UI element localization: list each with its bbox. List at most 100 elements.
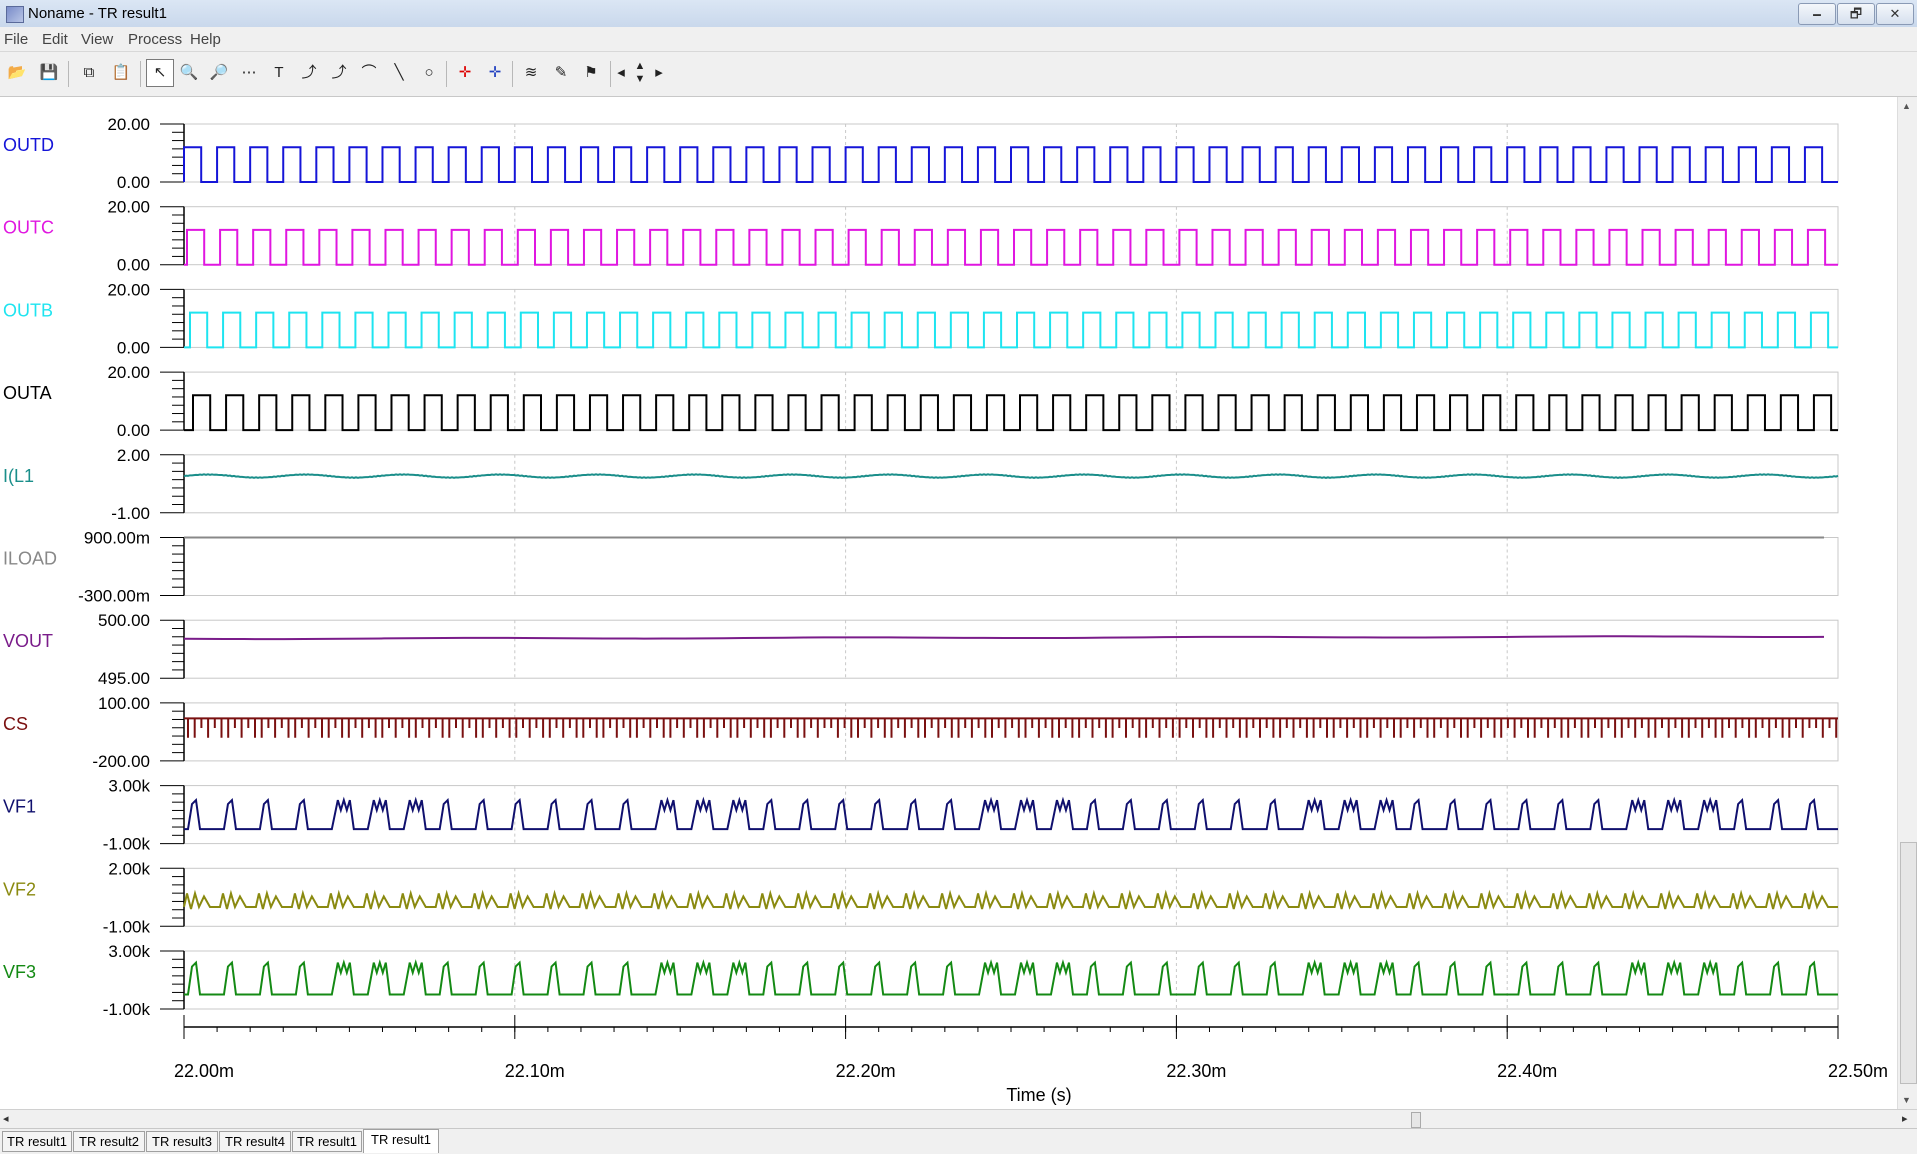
toolbar: 📂 💾 ⧉ 📋 ↖ 🔍 🔎 ⋯ T ⤴ ⤴ ⌒ ╲ ○ ✛ ✛ ≋ ✎ ⚑ ◂ … [0,52,1917,97]
y-tick-label-min: -200.00 [92,752,150,771]
copy-icon[interactable]: ⧉ [83,64,95,81]
tab-tr-result3[interactable]: TR result3 [146,1131,218,1152]
y-tick-label-min: -1.00 [111,504,150,523]
tab-tr-result2[interactable]: TR result2 [73,1131,145,1152]
minimize-button[interactable]: 🗕 [1798,3,1836,25]
horizontal-scroll-thumb[interactable] [1411,1112,1421,1128]
x-tick-label: 22.30m [1166,1061,1226,1081]
series-line [184,228,1838,266]
vertical-scroll-thumb[interactable] [1900,842,1917,1084]
curve-edit-icon[interactable]: ✎ [554,64,568,81]
panel-frame [183,619,1839,679]
series-label: VF2 [3,879,36,899]
zoom-extent-icon[interactable]: 🔎 [209,64,229,81]
marker-red-icon[interactable]: ✛ [458,64,472,81]
horizontal-scrollbar[interactable]: ◂ ▸ [0,1109,1917,1129]
y-tick-label-max: 20.00 [107,198,150,217]
curve-add-icon[interactable]: ≋ [524,64,538,81]
y-tick-label-min: -1.00k [103,835,151,854]
toolbar-separator [610,61,611,87]
tab-tr-result1[interactable]: TR result1 [2,1131,72,1152]
y-tick-label-min: 495.00 [98,669,150,688]
pan-right-icon[interactable]: ▸ [655,64,663,81]
tab-tr-result1-active[interactable]: TR result1 [363,1129,439,1153]
y-tick-label-min: 0.00 [117,338,150,357]
tab-tr-result4[interactable]: TR result4 [219,1131,291,1152]
x-tick-label: 22.00m [174,1061,234,1081]
y-tick-label-min: 0.00 [117,421,150,440]
y-tick-label-max: 3.00k [108,942,150,961]
series-label: OUTB [3,300,53,320]
menu-bar: File Edit View Process Help [0,27,1917,52]
restore-button[interactable]: 🗗 [1837,3,1875,25]
slope-icon[interactable]: ⌒ [361,64,377,81]
waveform-chart[interactable]: 20.00 0.00 OUTD 20.00 0.00 OUTC 20.00 0.00 OUTB 2… [0,97,1897,1109]
y-tick-label-max: 20.00 [107,115,150,134]
y-tick-label-max: 20.00 [107,363,150,382]
menu-edit[interactable]: Edit [42,31,68,48]
series-label: ILOAD [3,549,57,569]
panel-frame [183,537,1839,596]
toolbar-separator [446,61,447,87]
series-label: OUTD [3,135,54,155]
series-label: CS [3,714,28,734]
menu-view[interactable]: View [81,31,114,48]
vertical-scrollbar[interactable]: ▲ ▼ [1897,97,1917,1109]
series-line [183,473,1839,479]
menu-help[interactable]: Help [190,31,221,48]
series-label: VF3 [3,962,36,982]
toolbar-separator [140,61,141,87]
series-line [184,717,1838,738]
zoom-in-icon[interactable]: 🔍 [179,64,199,81]
x-tick-label: 22.40m [1497,1061,1557,1081]
x-tick-label: 22.10m [505,1061,565,1081]
series-line [183,146,1838,183]
series-label: VOUT [3,631,53,651]
x-axis-label: Time (s) [1006,1085,1071,1105]
cursor-b-icon[interactable]: ⤴ [331,64,347,81]
menu-process[interactable]: Process [128,31,183,48]
series-label: OUTC [3,218,54,238]
grid-icon[interactable]: ⋯ [241,64,257,81]
y-tick-label-min: -1.00k [103,917,151,936]
marker-blue-icon[interactable]: ✛ [488,64,502,81]
series-line [184,394,1838,432]
circle-tool-icon[interactable]: ○ [424,64,434,81]
panel-frame [183,288,1839,348]
series-line [183,889,1838,910]
series-line [183,635,1825,641]
waveform-plot-area[interactable]: 20.00 0.00 OUTD 20.00 0.00 OUTC 20.00 0.00 OUTB 2… [0,97,1897,1109]
y-tick-label-min: -300.00m [78,587,150,606]
y-tick-label-min: 0.00 [117,173,150,192]
panel-frame [183,371,1839,431]
x-tick-label: 22.50m [1828,1061,1888,1081]
close-button[interactable]: ✕ [1876,3,1914,25]
save-icon[interactable]: 💾 [39,64,59,81]
window-title: Noname - TR result1 [28,5,167,22]
scroll-right-icon[interactable]: ▸ [1902,1113,1908,1125]
panel-frame [183,702,1839,762]
open-folder-icon[interactable]: 📂 [7,64,27,81]
tab-tr-result1-b[interactable]: TR result1 [292,1131,362,1152]
scroll-up-icon[interactable]: ▲ [1902,101,1911,111]
panel-frame [183,785,1839,845]
title-bar: Noname - TR result1 🗕 🗗 ✕ [0,0,1917,28]
scroll-left-icon[interactable]: ◂ [3,1113,9,1125]
series-label: I(L1 [3,466,34,486]
text-tool-icon[interactable]: T [274,64,284,81]
pan-updown-icon[interactable]: ▲ ▼ [634,60,646,85]
cursor-a-icon[interactable]: ⤴ [301,64,317,81]
toolbar-separator [512,61,513,87]
pan-left-icon[interactable]: ◂ [617,64,625,81]
paste-icon[interactable]: 📋 [111,64,131,81]
select-arrow-icon[interactable]: ↖ [146,59,174,87]
series-line [184,311,1838,349]
y-tick-label-max: 900.00m [84,529,150,548]
scroll-down-icon[interactable]: ▼ [1902,1095,1911,1105]
flag-icon[interactable]: ⚑ [584,64,598,81]
y-tick-label-max: 100.00 [98,694,150,713]
app-icon [6,6,24,23]
series-label: OUTA [3,383,52,403]
line-tool-icon[interactable]: ╲ [394,64,404,81]
menu-file[interactable]: File [4,31,29,48]
